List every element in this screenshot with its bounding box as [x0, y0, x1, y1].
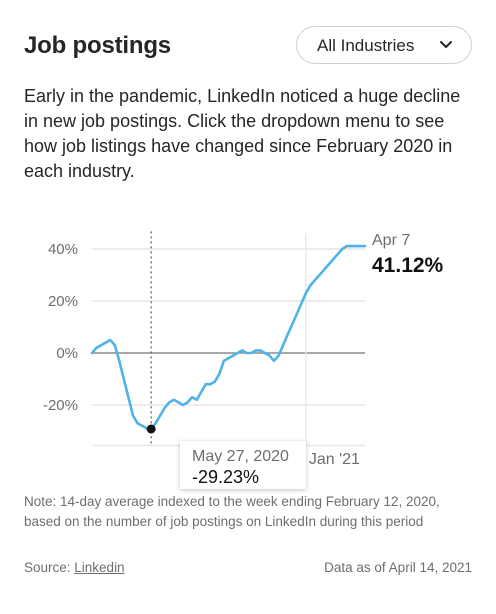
chart-note: Note: 14-day average indexed to the week… — [24, 494, 440, 529]
y-tick-label: 20% — [48, 293, 78, 310]
header: Job postings All Industries — [24, 26, 472, 66]
source-prefix: Source: — [24, 560, 75, 575]
job-postings-chart: 40% 20% 0% -20% Jan '21 Apr 7 41.12% May 27,… — [0, 218, 496, 498]
tooltip-date: May 27, 2020 — [192, 448, 289, 465]
y-tick-label: -20% — [43, 397, 78, 414]
highlight-point — [146, 424, 156, 434]
highlight-tooltip: May 27, 2020 -29.23% — [180, 441, 306, 489]
y-tick-label: 0% — [56, 345, 78, 362]
source-link[interactable]: Linkedin — [74, 560, 125, 575]
industry-dropdown[interactable]: All Industries — [296, 26, 472, 64]
series-line — [90, 244, 367, 431]
chart-description: Early in the pandemic, LinkedIn noticed … — [24, 86, 461, 181]
data-as-of: Data as of April 14, 2021 — [324, 560, 472, 575]
y-tick-label: 40% — [48, 241, 78, 258]
page-title: Job postings — [24, 32, 171, 59]
source-label: Source: Linkedin — [24, 560, 125, 575]
chevron-down-icon — [440, 41, 452, 48]
end-date-label: Apr 7 — [372, 232, 411, 249]
x-tick-label: Jan '21 — [309, 451, 360, 468]
dropdown-selected-label: All Industries — [317, 36, 415, 55]
end-value-label: 41.12% — [372, 254, 444, 277]
tooltip-value: -29.23% — [192, 467, 260, 487]
footer: Source: Linkedin Data as of April 14, 20… — [24, 560, 472, 580]
